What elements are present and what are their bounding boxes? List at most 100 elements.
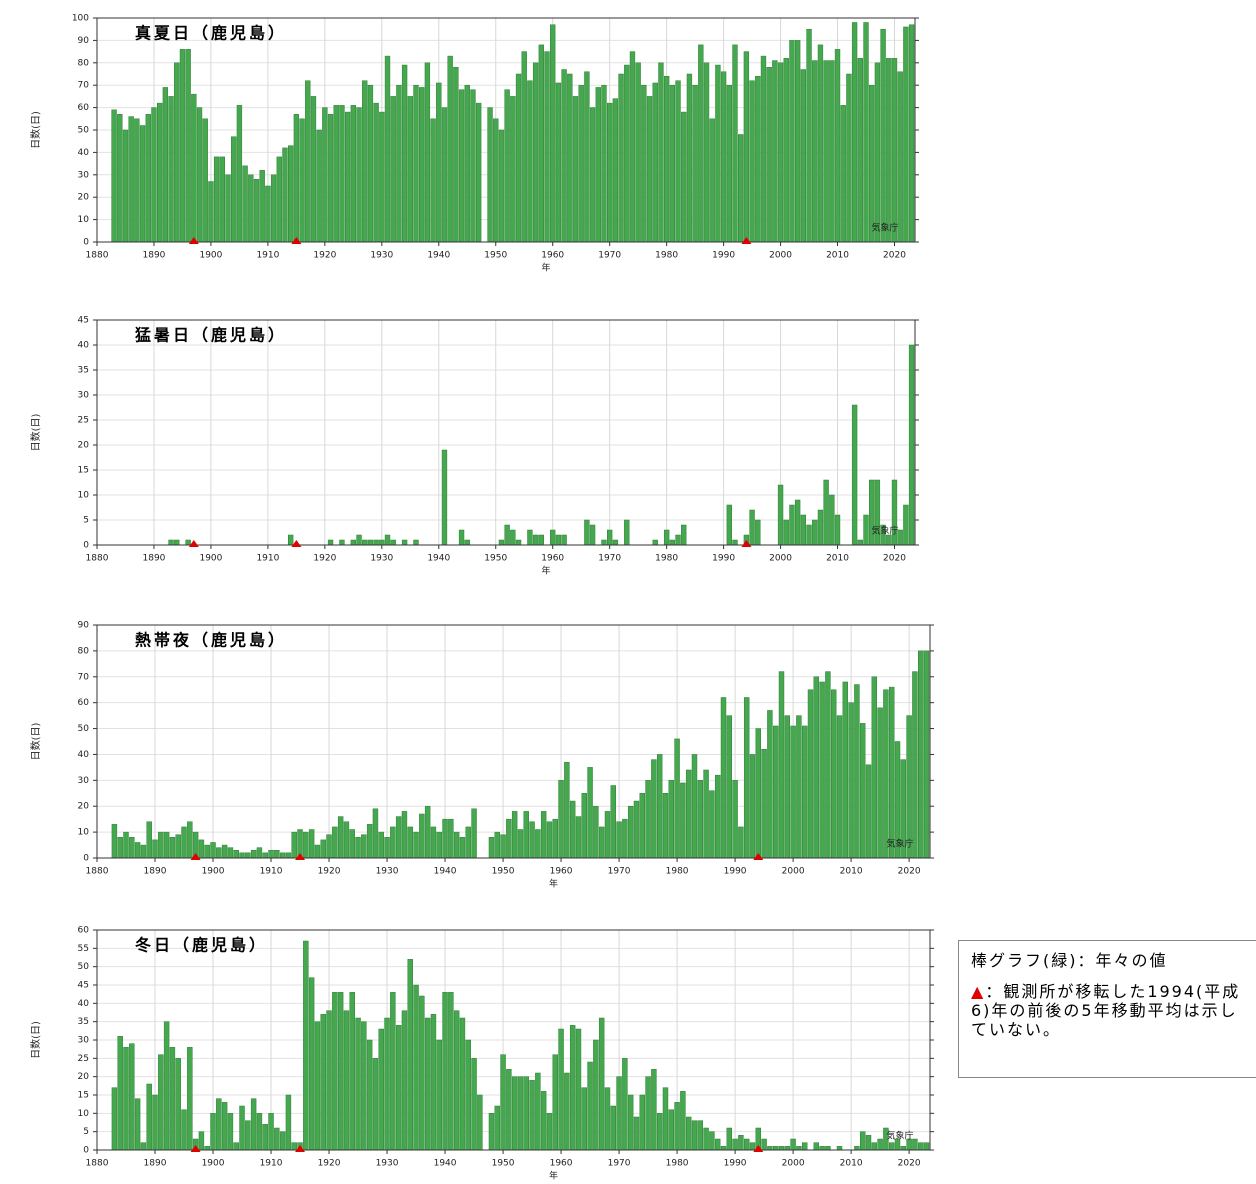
bar <box>151 107 157 243</box>
bar <box>587 767 593 859</box>
bar <box>419 813 425 859</box>
bar <box>231 136 237 243</box>
bar <box>622 1058 628 1151</box>
bar <box>888 686 895 859</box>
x-tick-label: 1920 <box>313 554 336 564</box>
bar <box>459 837 466 859</box>
bar <box>783 58 789 243</box>
bar <box>384 1017 390 1151</box>
bar <box>755 75 761 243</box>
x-tick-label: 1930 <box>370 251 393 261</box>
bar <box>918 650 924 859</box>
bar <box>829 494 835 546</box>
bar <box>749 509 755 546</box>
bar <box>761 749 767 859</box>
bar <box>529 821 535 859</box>
bar <box>854 684 860 859</box>
bar <box>174 539 180 546</box>
bar <box>129 837 135 859</box>
x-tick-label: 1930 <box>376 867 399 877</box>
x-tick-label: 1950 <box>492 867 515 877</box>
bar <box>459 1017 466 1151</box>
bar <box>498 539 505 546</box>
y-axis-label: 日数(日) <box>29 723 42 761</box>
bar <box>546 821 553 859</box>
x-tick-label: 1980 <box>655 554 678 564</box>
bar <box>652 539 658 546</box>
y-axis-label: 日数(日) <box>29 1021 42 1059</box>
bar <box>219 156 225 243</box>
x-tick-label: 2000 <box>782 1159 805 1169</box>
bar <box>801 725 808 859</box>
bar <box>498 129 505 243</box>
bar <box>668 1109 674 1151</box>
y-tick-label: 80 <box>78 646 90 656</box>
y-tick-label: 5 <box>83 1127 89 1137</box>
bar <box>561 69 567 243</box>
bar <box>239 1105 245 1151</box>
y-tick-label: 10 <box>78 215 90 225</box>
y-tick-label: 0 <box>83 541 89 551</box>
bar <box>285 852 292 859</box>
x-tick-label: 1970 <box>608 1159 631 1169</box>
bar <box>544 51 550 243</box>
bar <box>923 1142 930 1151</box>
bar <box>117 837 123 859</box>
note-symbol: ▲ <box>971 982 986 1001</box>
bar <box>308 829 315 859</box>
y-tick-label: 20 <box>78 441 90 451</box>
bar <box>276 156 282 243</box>
bar <box>874 62 881 243</box>
bar <box>624 64 630 243</box>
bar <box>656 1113 663 1151</box>
relocation-marker <box>291 237 302 244</box>
bar <box>529 1080 535 1151</box>
bar <box>857 58 863 243</box>
y-tick-label: 60 <box>78 926 90 936</box>
bar <box>743 697 750 859</box>
bar <box>800 514 807 546</box>
bar <box>738 134 744 243</box>
bar <box>572 96 579 243</box>
bar <box>395 816 402 859</box>
y-tick-label: 90 <box>78 36 90 46</box>
bar <box>436 82 442 243</box>
bar <box>117 1036 123 1151</box>
bar <box>645 780 651 859</box>
bar <box>784 715 791 859</box>
bar <box>477 1094 483 1151</box>
bar <box>379 111 385 243</box>
bar <box>593 805 599 859</box>
bar <box>517 829 524 859</box>
x-tick-label: 1980 <box>655 251 678 261</box>
bar <box>575 816 582 859</box>
bar <box>225 174 231 243</box>
bar <box>158 1054 164 1151</box>
bar <box>761 1138 767 1151</box>
bar <box>256 1113 263 1151</box>
x-tick-label: 1920 <box>313 251 336 261</box>
x-tick-label: 1980 <box>666 1159 689 1169</box>
bar <box>680 1091 686 1151</box>
y-tick-label: 55 <box>78 944 89 954</box>
bar <box>515 539 522 546</box>
x-tick-label: 1940 <box>427 554 450 564</box>
bar <box>581 793 587 859</box>
y-tick-label: 40 <box>78 999 90 1009</box>
x-tick-label: 1960 <box>541 251 564 261</box>
bar <box>846 73 852 243</box>
bar <box>373 102 379 243</box>
bar <box>413 984 419 1151</box>
bar <box>807 689 814 859</box>
bar <box>908 24 915 243</box>
bar <box>674 1102 680 1151</box>
bar <box>279 852 286 859</box>
bar <box>829 60 835 243</box>
bar <box>372 808 379 859</box>
bar <box>401 811 408 859</box>
bar <box>221 844 228 859</box>
x-tick-label: 1910 <box>256 251 279 261</box>
bar <box>262 852 268 859</box>
bar <box>598 826 605 859</box>
